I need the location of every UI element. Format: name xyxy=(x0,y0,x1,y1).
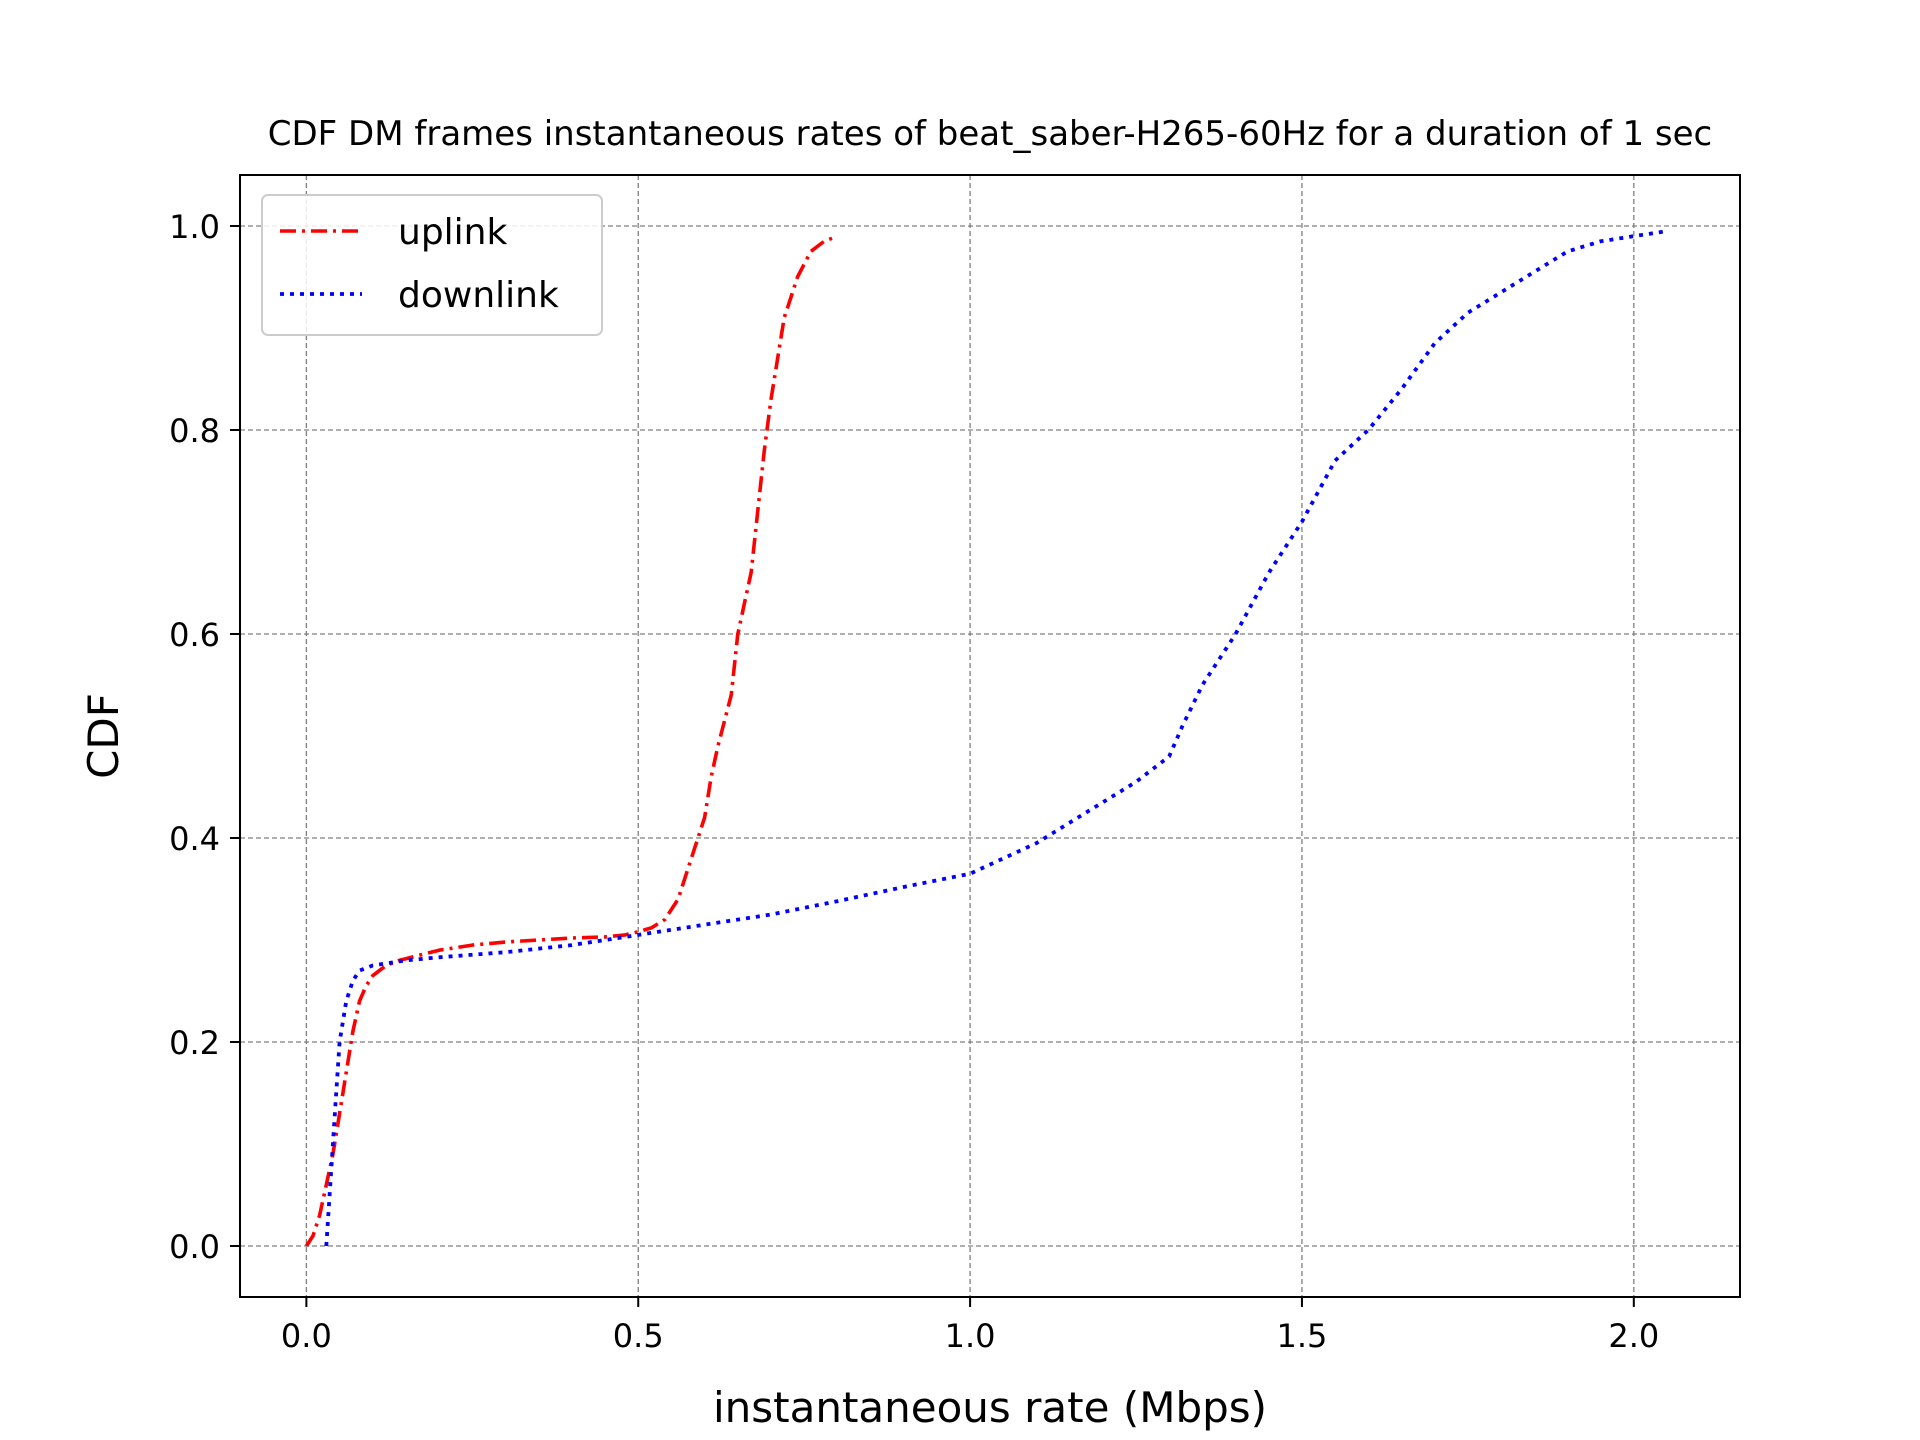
y-axis-label: CDF xyxy=(79,693,128,779)
y-tick-label: 0.0 xyxy=(169,1228,220,1266)
x-tick-label: 0.5 xyxy=(613,1317,664,1355)
series-line-downlink xyxy=(324,229,1668,1247)
y-tick-label: 0.2 xyxy=(169,1024,220,1062)
series-line-uplink xyxy=(304,234,838,1247)
y-tick-label: 0.6 xyxy=(169,616,220,654)
chart-title: CDF DM frames instantaneous rates of bea… xyxy=(268,114,1712,154)
legend-label-downlink: downlink xyxy=(398,275,559,316)
legend: uplink downlink xyxy=(261,194,603,336)
series-lines xyxy=(304,229,1668,1247)
plot-frame xyxy=(239,174,1741,1298)
x-tick-label: 0.0 xyxy=(281,1317,332,1355)
y-tick-label: 0.8 xyxy=(169,412,220,450)
y-tick-label: 0.4 xyxy=(169,820,220,858)
x-axis-label: instantaneous rate (Mbps) xyxy=(713,1383,1267,1432)
x-tick-label: 1.5 xyxy=(1277,1317,1328,1355)
x-tick-label: 2.0 xyxy=(1608,1317,1659,1355)
y-tick-label: 1.0 xyxy=(169,208,220,246)
x-tick-label: 1.0 xyxy=(945,1317,996,1355)
axis-ticks: 0.0 0.5 1.0 1.5 2.0 0.0 0.2 0.4 0.6 0.8 1.0 xyxy=(169,208,1659,1355)
legend-label-uplink: uplink xyxy=(398,212,507,253)
